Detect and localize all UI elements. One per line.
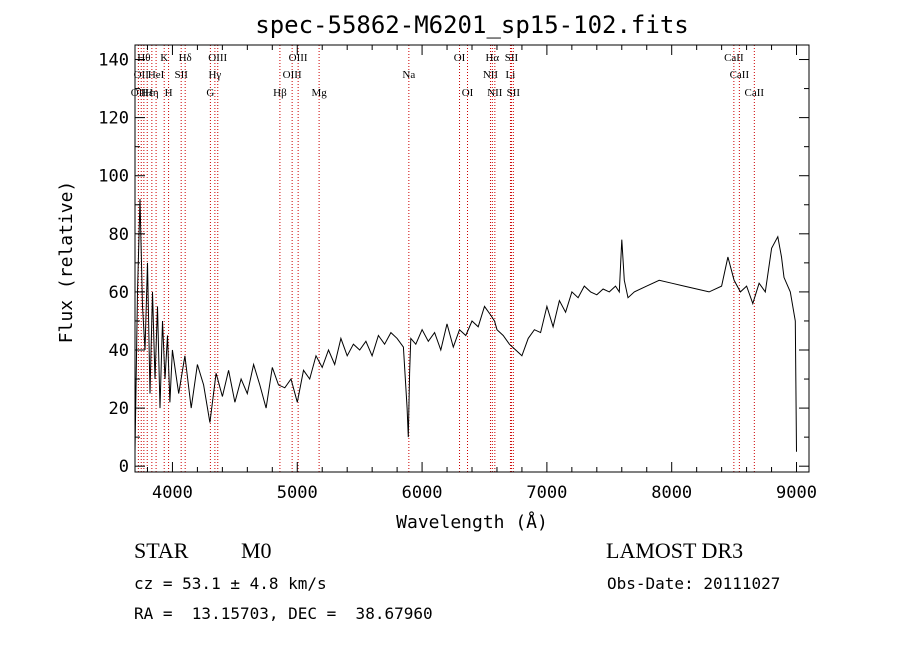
x-tick-label-3: 7000 — [526, 483, 567, 503]
line-marker-label-9: Hδ — [179, 52, 192, 64]
x-axis-label: Wavelength (Å) — [396, 511, 548, 533]
object-class: STAR — [134, 538, 189, 563]
line-marker-label-14: OIII — [283, 69, 302, 81]
line-marker-label-1: OII — [134, 69, 150, 81]
y-tick-label-7: 140 — [98, 51, 129, 71]
x-tick-label-1: 5000 — [277, 483, 318, 503]
y-axis-ticks: 0 20 40 60 80 100 120 140 — [98, 51, 809, 477]
line-marker-label-3: Hε — [141, 87, 154, 99]
survey-name: LAMOST DR3 — [606, 538, 744, 563]
y-tick-label-5: 100 — [98, 167, 129, 187]
line-marker-label-6: K — [160, 52, 168, 64]
line-marker-label-25: SII — [507, 87, 521, 99]
line-marker-label-15: OIII — [289, 52, 308, 64]
spectrum-line — [134, 198, 797, 452]
line-marker-label-26: CaII — [724, 52, 744, 64]
redshift-text: cz = 53.1 ± 4.8 km/s — [134, 574, 327, 593]
line-marker-label-7: H — [165, 87, 173, 99]
line-marker-label-21: Hα — [485, 52, 499, 64]
line-marker-label-23: Li — [506, 69, 516, 81]
y-tick-label-2: 40 — [109, 341, 129, 361]
line-marker-label-18: OI — [454, 52, 466, 64]
y-tick-label-1: 20 — [109, 399, 129, 419]
line-marker-label-10: G — [206, 87, 214, 99]
line-marker-label-11: Hγ — [208, 69, 221, 81]
object-subclass: M0 — [241, 538, 272, 563]
line-marker-label-27: CaII — [730, 69, 750, 81]
x-tick-label-4: 8000 — [651, 483, 692, 503]
line-marker-label-5: HeI — [148, 69, 165, 81]
coordinates-text: RA = 13.15703, DEC = 38.67960 — [134, 604, 433, 623]
line-marker-label-28: CaII — [745, 87, 765, 99]
line-marker-label-19: OI — [462, 87, 474, 99]
line-marker-label-22: NII — [487, 87, 503, 99]
y-tick-label-4: 80 — [109, 225, 129, 245]
line-marker-label-2: Hθ — [137, 52, 150, 64]
chart-title: spec-55862-M6201_sp15-102.fits — [255, 11, 688, 39]
x-tick-label-2: 6000 — [402, 483, 443, 503]
line-marker-label-13: Hβ — [273, 87, 287, 99]
line-marker-label-4: Hη — [145, 87, 159, 99]
y-tick-label-3: 60 — [109, 283, 129, 303]
line-marker-label-12: OIII — [208, 52, 227, 64]
line-marker-label-17: Na — [402, 69, 415, 81]
y-tick-label-6: 120 — [98, 109, 129, 129]
x-axis-ticks: 4000 5000 6000 7000 8000 9000 — [146, 45, 817, 503]
line-markers — [137, 45, 755, 472]
plot-frame — [134, 44, 810, 473]
line-marker-label-20: NII — [483, 69, 499, 81]
x-tick-label-0: 4000 — [152, 483, 193, 503]
y-axis-label: Flux (relative) — [56, 181, 77, 344]
line-marker-label-16: Mg — [311, 87, 327, 99]
x-tick-label-5: 9000 — [776, 483, 817, 503]
line-marker-label-8: SII — [174, 69, 188, 81]
line-marker-label-24: SII — [505, 52, 519, 64]
y-tick-label-0: 0 — [119, 457, 129, 477]
line-marker-labels: OIIOIIHθHεHηHeIKHSIIHδGHγOIIIHβOIIIOIIIM… — [131, 52, 765, 99]
obs-date-text: Obs-Date: 20111027 — [607, 574, 781, 593]
